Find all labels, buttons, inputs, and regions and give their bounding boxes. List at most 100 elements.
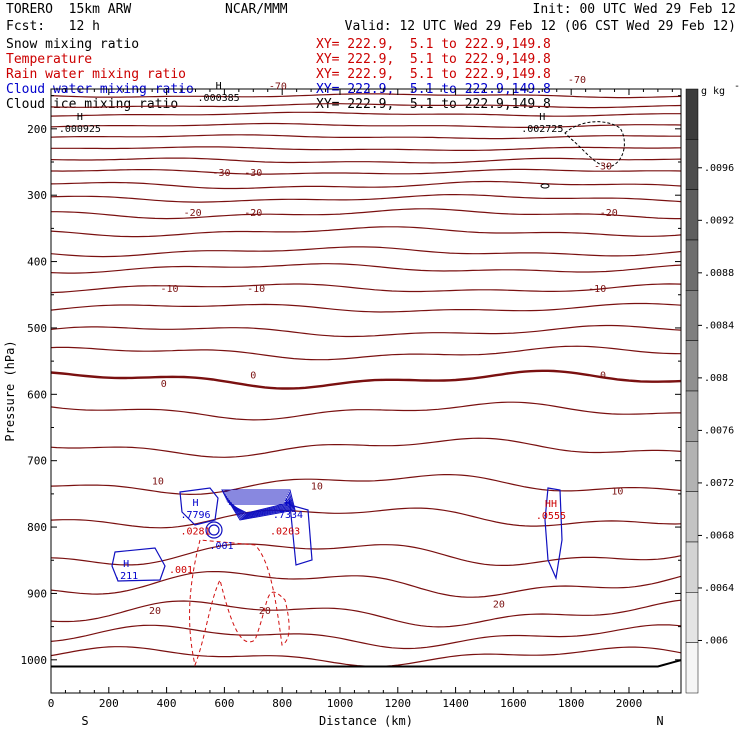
colorbar-tick-label: .0076 xyxy=(704,425,734,436)
temperature-label: 20 xyxy=(259,606,271,617)
isotherm xyxy=(50,474,682,496)
isotherm xyxy=(51,208,681,220)
cloud-water-contour xyxy=(179,487,219,526)
temperature-label: -20 xyxy=(184,208,202,219)
x-tick-label: 2000 xyxy=(616,697,643,710)
isotherm xyxy=(50,157,682,164)
isotherm xyxy=(50,263,682,274)
extremum-marker: H xyxy=(123,559,129,570)
x-tick-label: 800 xyxy=(272,697,292,710)
y-tick-label: 800 xyxy=(27,521,47,534)
cloud-water-contour xyxy=(205,521,223,539)
isotherm xyxy=(50,571,682,598)
x-tick-label: 1200 xyxy=(385,697,412,710)
colorbar-segment xyxy=(685,390,699,442)
extremum-value: .002725 xyxy=(521,124,563,135)
colorbar-tick-label: .0072 xyxy=(704,478,734,489)
temperature-label: -30 xyxy=(594,161,612,172)
temperature-label: -10 xyxy=(247,284,265,295)
cloud-water-contour xyxy=(223,493,294,519)
extremum-value: .0555 xyxy=(536,511,566,522)
extremum-value: .000925 xyxy=(59,124,101,135)
x-tick-label: 600 xyxy=(214,697,234,710)
y-tick-label: 200 xyxy=(27,123,47,136)
x-axis-title: Distance (km) xyxy=(319,714,413,728)
isotherm xyxy=(50,122,682,128)
isotherm xyxy=(50,543,682,566)
extremum-value: .001 xyxy=(169,565,193,576)
colorbar-segment xyxy=(685,290,699,341)
isotherm xyxy=(50,180,682,190)
cloud-water-contour xyxy=(289,504,313,566)
rain-water-contour xyxy=(189,539,290,667)
y-tick-label: 300 xyxy=(27,189,47,202)
x-tick-label: 1000 xyxy=(327,697,354,710)
isotherm xyxy=(50,103,682,109)
isotherm xyxy=(50,246,682,258)
colorbar-tick-label: .006 xyxy=(704,635,728,646)
isotherm xyxy=(50,624,682,650)
snow-contour xyxy=(564,121,625,167)
colorbar-tick-label: .0068 xyxy=(704,530,734,541)
field-label-temperature: Temperature xyxy=(6,52,93,67)
isotherm xyxy=(50,194,682,203)
cloud-water-contour xyxy=(223,495,293,518)
extremum-value: .211 xyxy=(114,571,138,582)
colorbar-segment xyxy=(685,441,699,492)
field-label-rain: Rain water mixing ratio xyxy=(6,67,187,82)
isotherm xyxy=(50,599,682,628)
x-tick-label: 0 xyxy=(48,697,55,710)
org-label: NCAR/MMM xyxy=(225,2,288,17)
isotherm xyxy=(50,437,682,458)
temperature-label: -20 xyxy=(244,208,262,219)
temperature-label: 10 xyxy=(311,481,323,492)
isotherm xyxy=(50,369,682,390)
colorbar-tick-label: .0096 xyxy=(704,163,734,174)
isotherm xyxy=(50,226,682,238)
colorbar-tick-label: .0064 xyxy=(704,583,734,594)
extremum-marker: H xyxy=(216,81,222,92)
isotherm xyxy=(51,146,682,151)
model-label: TORERO 15km ARW xyxy=(6,2,132,17)
field-xy-cloud-ice: XY= 222.9, 5.1 to 222.9,149.8 xyxy=(316,97,551,112)
colorbar-tick-label: .0088 xyxy=(704,268,734,279)
extremum-value: .7796 xyxy=(180,510,210,521)
field-xy-temperature: XY= 222.9, 5.1 to 222.9,149.8 xyxy=(316,52,551,67)
cloud-water-contour xyxy=(544,487,563,581)
cloud-water-contour xyxy=(222,491,295,520)
extremum-value: .0281 xyxy=(180,526,210,537)
temperature-label: 10 xyxy=(611,487,623,498)
plot-frame xyxy=(50,88,682,694)
extremum-marker: H xyxy=(77,112,83,123)
colorbar-tick-label: .0084 xyxy=(704,320,734,331)
temperature-label: -30 xyxy=(244,168,262,179)
colorbar-segment xyxy=(685,541,699,593)
x-tick-label: 1600 xyxy=(500,697,527,710)
extremum-marker: H xyxy=(539,112,545,123)
cloud-water-contour xyxy=(228,502,289,514)
colorbar-segment xyxy=(685,340,699,392)
temperature-label: 20 xyxy=(493,599,505,610)
isotherm xyxy=(50,401,681,421)
isotherm xyxy=(50,507,682,529)
isotherm xyxy=(50,646,682,668)
colorbar-segment xyxy=(685,189,699,241)
temperature-label: 0 xyxy=(600,370,606,381)
isotherm xyxy=(50,324,682,338)
x-tick-label: 400 xyxy=(157,697,177,710)
colorbar-unit-exponent: -1 xyxy=(734,81,740,92)
cloud-water-contour xyxy=(111,547,166,582)
x-tick-label: 1400 xyxy=(442,697,469,710)
init-label: Init: 00 UTC Wed 29 Feb 12 xyxy=(532,2,737,17)
fcst-label: Fcst: 12 h xyxy=(6,19,100,34)
extremum-value: .001 xyxy=(209,541,233,552)
field-label-cloud-ice: Cloud ice mixing ratio xyxy=(6,97,179,112)
colorbar-segment xyxy=(685,239,699,291)
valid-label: Valid: 12 UTC Wed 29 Feb 12 (06 CST Wed … xyxy=(344,19,736,34)
temperature-label: 0 xyxy=(250,370,256,381)
colorbar-segment xyxy=(685,642,699,694)
isotherm xyxy=(51,168,682,175)
extremum-marker: H xyxy=(285,498,291,509)
temperature-label: -30 xyxy=(212,168,230,179)
